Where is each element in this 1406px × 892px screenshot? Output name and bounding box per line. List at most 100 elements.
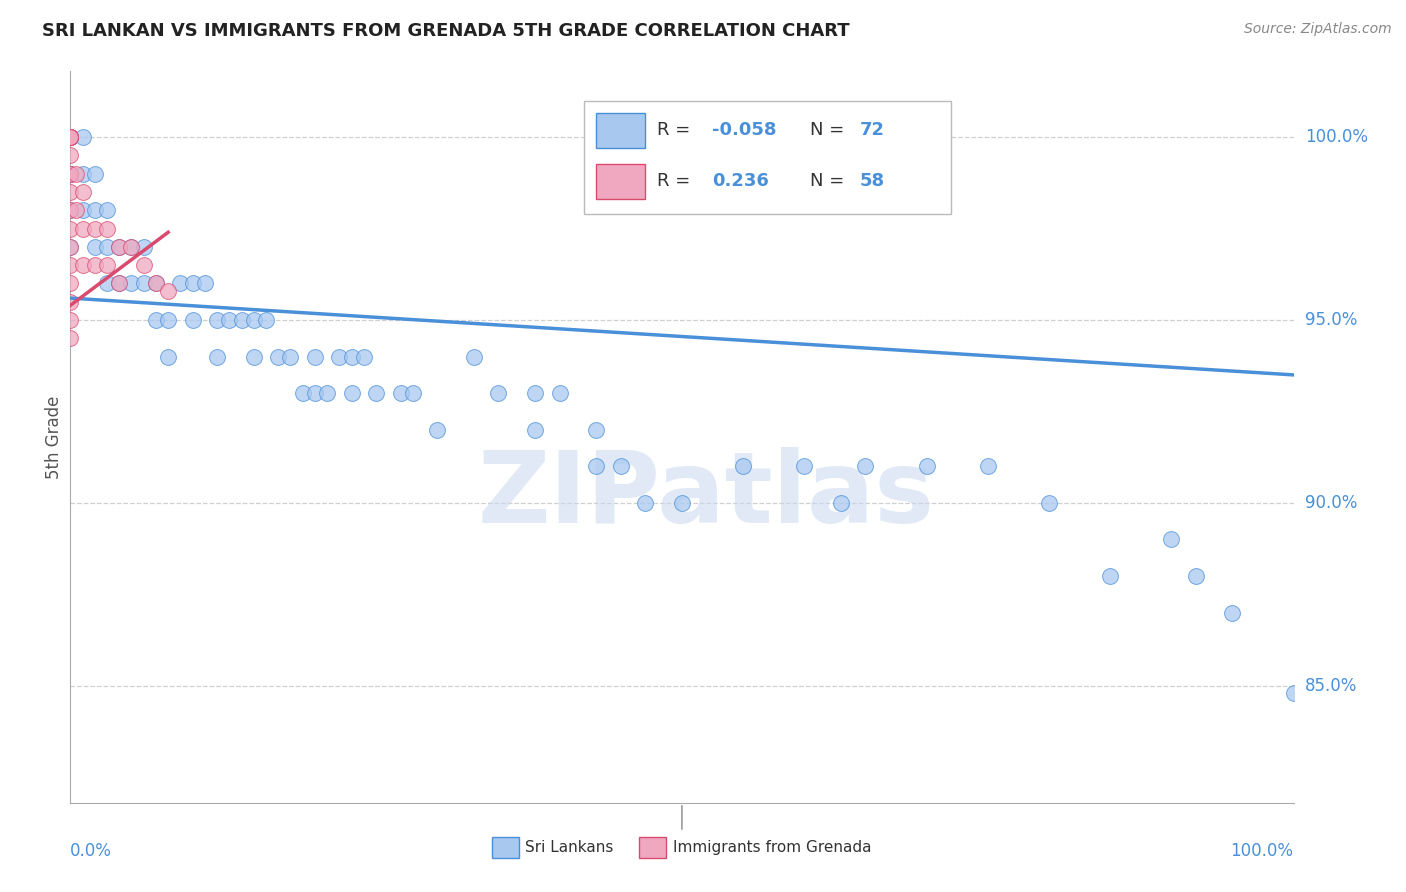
Point bbox=[1038, 496, 1060, 510]
Point bbox=[353, 350, 375, 364]
Point bbox=[291, 386, 314, 401]
Point bbox=[59, 313, 82, 327]
Point bbox=[585, 459, 607, 474]
Point bbox=[59, 221, 82, 235]
Text: N =: N = bbox=[810, 121, 851, 139]
Point bbox=[488, 386, 510, 401]
Point bbox=[205, 313, 228, 327]
Point bbox=[181, 277, 204, 291]
FancyBboxPatch shape bbox=[640, 838, 666, 858]
Point bbox=[59, 203, 82, 218]
Point bbox=[426, 423, 449, 437]
Point bbox=[280, 350, 302, 364]
Point bbox=[793, 459, 815, 474]
Point bbox=[1184, 569, 1206, 583]
Point bbox=[1220, 606, 1243, 620]
Point bbox=[59, 167, 82, 181]
Text: 100.0%: 100.0% bbox=[1305, 128, 1368, 146]
Point bbox=[169, 277, 191, 291]
Point bbox=[145, 277, 167, 291]
Text: Sri Lankans: Sri Lankans bbox=[526, 840, 613, 855]
Point bbox=[402, 386, 425, 401]
Point bbox=[108, 240, 131, 254]
Point bbox=[96, 240, 118, 254]
Text: Source: ZipAtlas.com: Source: ZipAtlas.com bbox=[1244, 22, 1392, 37]
Point bbox=[463, 350, 485, 364]
Point bbox=[1282, 686, 1305, 700]
Point bbox=[59, 130, 82, 145]
Point bbox=[304, 386, 326, 401]
Point bbox=[316, 386, 339, 401]
Text: 0.236: 0.236 bbox=[713, 172, 769, 190]
Point bbox=[157, 350, 180, 364]
Point bbox=[389, 386, 412, 401]
Point bbox=[96, 203, 118, 218]
Point bbox=[366, 386, 388, 401]
Point bbox=[83, 167, 105, 181]
Text: 95.0%: 95.0% bbox=[1305, 311, 1357, 329]
Point bbox=[72, 203, 94, 218]
Point bbox=[145, 277, 167, 291]
Point bbox=[671, 496, 693, 510]
Point bbox=[59, 130, 82, 145]
Point bbox=[524, 386, 547, 401]
Text: 85.0%: 85.0% bbox=[1305, 677, 1357, 695]
Point bbox=[59, 167, 82, 181]
Point bbox=[830, 496, 852, 510]
Point bbox=[634, 496, 657, 510]
Point bbox=[59, 130, 82, 145]
Point bbox=[96, 221, 118, 235]
Point bbox=[59, 258, 82, 272]
Point bbox=[1099, 569, 1122, 583]
Point bbox=[59, 185, 82, 199]
Point bbox=[59, 277, 82, 291]
Point bbox=[59, 130, 82, 145]
Point bbox=[59, 167, 82, 181]
Point bbox=[83, 221, 105, 235]
Point bbox=[243, 350, 266, 364]
FancyBboxPatch shape bbox=[583, 101, 950, 214]
Text: SRI LANKAN VS IMMIGRANTS FROM GRENADA 5TH GRADE CORRELATION CHART: SRI LANKAN VS IMMIGRANTS FROM GRENADA 5T… bbox=[42, 22, 849, 40]
Point bbox=[83, 258, 105, 272]
Point bbox=[83, 203, 105, 218]
Point bbox=[145, 313, 167, 327]
Text: 0.0%: 0.0% bbox=[70, 842, 112, 860]
Point bbox=[267, 350, 290, 364]
Text: R =: R = bbox=[658, 121, 696, 139]
Point bbox=[157, 313, 180, 327]
Point bbox=[72, 130, 94, 145]
Point bbox=[72, 167, 94, 181]
Point bbox=[59, 331, 82, 345]
Point bbox=[855, 459, 877, 474]
Point bbox=[254, 313, 277, 327]
Point bbox=[59, 130, 82, 145]
Point bbox=[59, 240, 82, 254]
Point bbox=[96, 277, 118, 291]
Point bbox=[205, 350, 228, 364]
FancyBboxPatch shape bbox=[492, 838, 519, 858]
Point bbox=[59, 148, 82, 162]
Text: 90.0%: 90.0% bbox=[1305, 494, 1357, 512]
Text: 58: 58 bbox=[859, 172, 884, 190]
Point bbox=[72, 221, 94, 235]
Point bbox=[59, 130, 82, 145]
Point bbox=[59, 130, 82, 145]
Point bbox=[181, 313, 204, 327]
Point bbox=[108, 240, 131, 254]
Point bbox=[65, 167, 87, 181]
Point bbox=[121, 277, 143, 291]
Point bbox=[340, 386, 363, 401]
Point bbox=[585, 423, 607, 437]
Text: Immigrants from Grenada: Immigrants from Grenada bbox=[673, 840, 872, 855]
Y-axis label: 5th Grade: 5th Grade bbox=[45, 395, 63, 479]
Point bbox=[121, 240, 143, 254]
Point bbox=[132, 277, 155, 291]
Point bbox=[132, 240, 155, 254]
Text: N =: N = bbox=[810, 172, 851, 190]
Point bbox=[96, 258, 118, 272]
Point bbox=[157, 284, 180, 298]
Point bbox=[733, 459, 755, 474]
Text: R =: R = bbox=[658, 172, 696, 190]
FancyBboxPatch shape bbox=[596, 164, 645, 200]
Point bbox=[108, 277, 131, 291]
